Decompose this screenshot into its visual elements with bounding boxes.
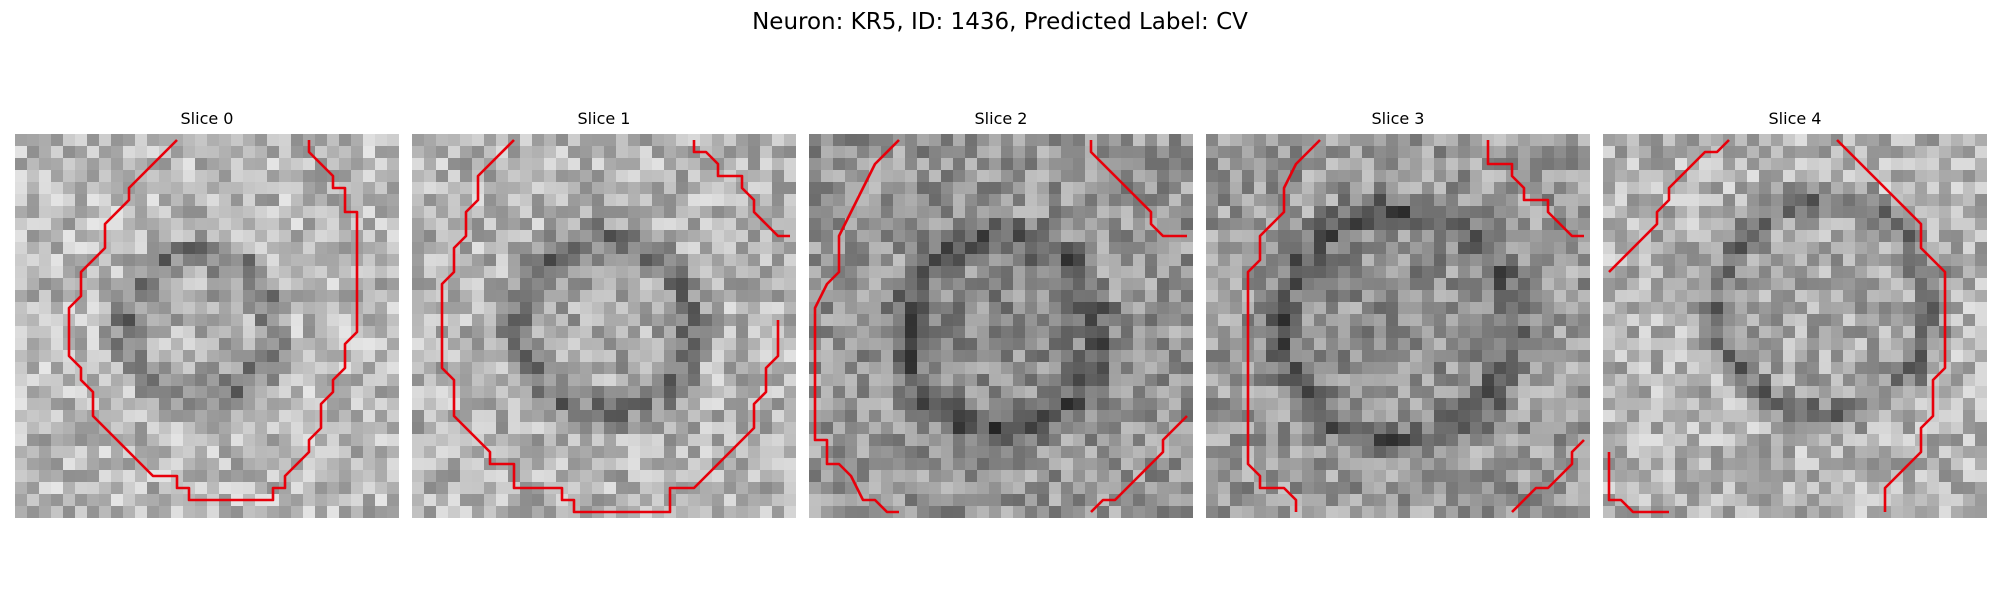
segmentation-contour	[1511, 439, 1585, 513]
segmentation-contour	[1607, 452, 1669, 514]
slice-title: Slice 3	[1371, 109, 1425, 128]
slice-panel-1: Slice 1	[412, 108, 796, 518]
segmentation-contour	[1608, 139, 1730, 273]
slice-title: Slice 0	[180, 109, 234, 128]
slice-image	[412, 134, 796, 518]
slice-panel-3: Slice 3	[1206, 108, 1590, 518]
slice-panel-0: Slice 0	[15, 108, 399, 518]
slice-image	[1206, 134, 1590, 518]
segmentation-contour	[1486, 140, 1584, 238]
segmentation-contour	[1090, 415, 1188, 513]
segmentation-contour	[813, 139, 900, 514]
slice-title: Slice 1	[577, 109, 631, 128]
segmentation-contour	[440, 139, 780, 514]
slice-image	[1603, 134, 1987, 518]
slice-image	[809, 134, 1193, 518]
slice-panel-2: Slice 2	[809, 108, 1193, 518]
segmentation-contour	[692, 140, 790, 238]
slice-image	[15, 134, 399, 518]
figure-title: Neuron: KR5, ID: 1436, Predicted Label: …	[752, 9, 1248, 35]
slice-title: Slice 4	[1768, 109, 1822, 128]
segmentation-contour	[1246, 139, 1321, 512]
segmentation-contour	[67, 139, 359, 502]
slice-panel-4: Slice 4	[1603, 108, 1987, 518]
segmentation-contour	[1089, 140, 1187, 238]
slice-title: Slice 2	[974, 109, 1028, 128]
segmentation-contour	[1836, 139, 1947, 512]
